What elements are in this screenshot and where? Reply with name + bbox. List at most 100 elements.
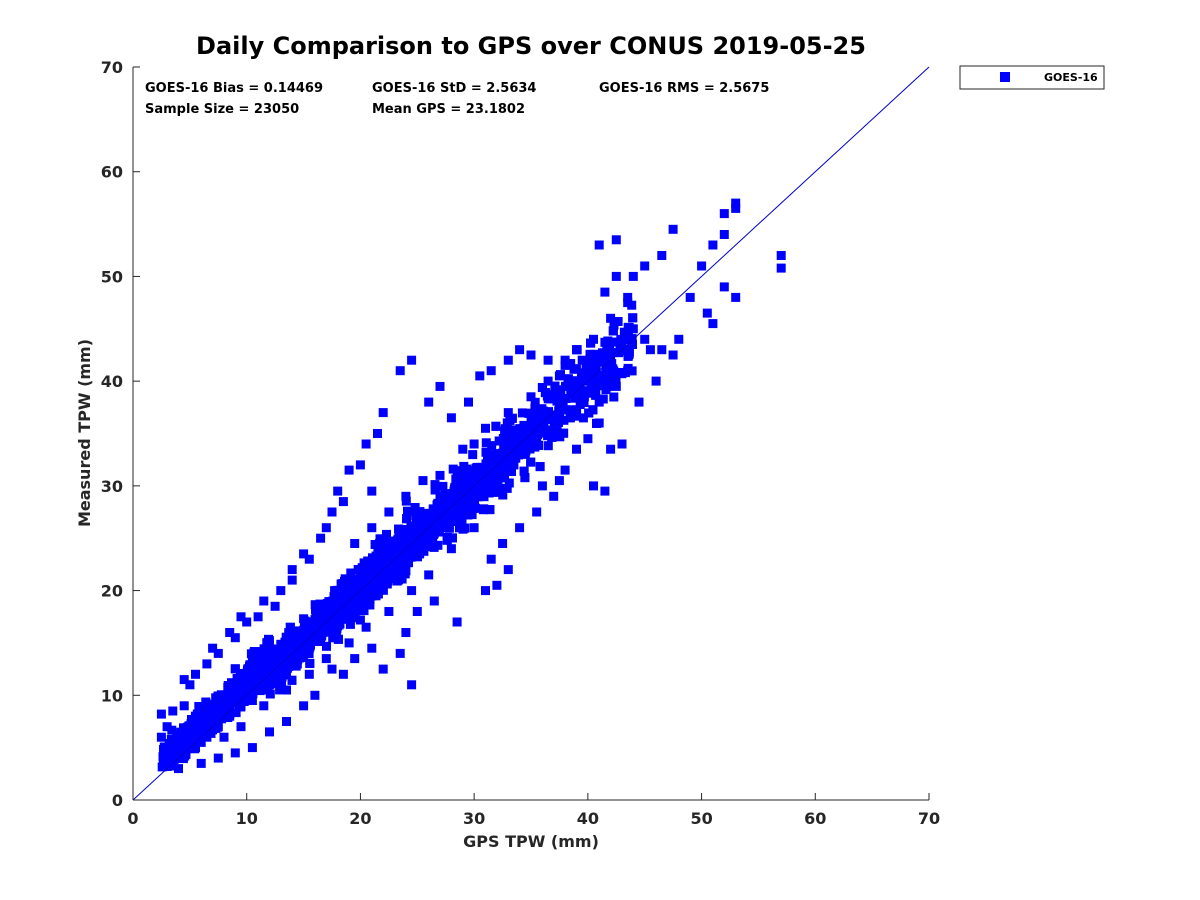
data-point [355, 615, 365, 625]
data-point [367, 523, 377, 533]
data-point [486, 366, 496, 376]
data-point [459, 461, 469, 471]
data-point [558, 402, 568, 412]
data-point [608, 326, 618, 336]
data-point [481, 423, 490, 433]
data-point [162, 722, 172, 732]
data-point [172, 744, 182, 754]
x-axis-ticks: 0 10 20 30 40 50 60 70 [127, 793, 940, 828]
data-point [332, 592, 342, 602]
data-point [674, 334, 684, 344]
data-point [434, 516, 444, 526]
data-point [264, 637, 274, 647]
data-point [406, 521, 416, 531]
data-point [530, 397, 540, 407]
data-point [491, 482, 501, 492]
data-point [394, 524, 404, 534]
data-point [511, 429, 521, 439]
data-point [526, 392, 536, 402]
data-point [185, 680, 195, 690]
data-point [373, 589, 383, 599]
data-point [453, 493, 463, 503]
data-point [515, 345, 525, 355]
data-point [697, 261, 707, 271]
data-point [384, 607, 394, 616]
data-point [387, 540, 397, 550]
data-point [350, 580, 360, 590]
data-point [507, 452, 516, 462]
data-point [407, 680, 417, 690]
data-point [527, 418, 537, 428]
data-point [456, 480, 466, 490]
data-point [307, 618, 317, 628]
data-point [314, 631, 324, 641]
data-point [394, 551, 404, 561]
data-point [594, 356, 604, 366]
data-point [430, 485, 440, 495]
data-point [287, 565, 297, 575]
data-point [556, 370, 565, 380]
data-point [537, 383, 547, 392]
data-point [620, 368, 630, 378]
data-point [484, 464, 494, 474]
data-point [301, 629, 310, 638]
data-point [524, 408, 534, 418]
data-point [363, 559, 373, 569]
data-point [776, 263, 786, 273]
data-point [393, 534, 403, 544]
data-point [513, 443, 522, 453]
data-point [554, 476, 564, 486]
data-point [255, 663, 265, 673]
data-point [407, 530, 417, 540]
data-point [442, 535, 452, 545]
y-tick-label: 30 [101, 477, 123, 496]
data-point [167, 725, 177, 735]
data-point [448, 464, 458, 474]
data-point [377, 580, 387, 590]
data-point [471, 480, 481, 490]
data-point [481, 447, 491, 457]
data-point [555, 407, 565, 417]
x-tick-label: 50 [690, 809, 712, 828]
data-point [468, 493, 478, 503]
data-point [407, 586, 417, 596]
data-point [627, 300, 637, 310]
data-point [384, 507, 394, 517]
data-point [566, 359, 576, 369]
data-point [387, 560, 397, 570]
data-point [387, 564, 397, 574]
data-point [166, 757, 176, 767]
data-point [623, 322, 633, 332]
data-point [540, 388, 550, 398]
data-point [375, 569, 385, 579]
y-tick-label: 0 [112, 791, 123, 810]
data-point [394, 575, 403, 585]
data-point [236, 722, 246, 732]
data-point [363, 597, 373, 607]
data-point [599, 370, 609, 380]
data-point [326, 601, 335, 611]
data-point [536, 418, 546, 428]
data-point [623, 292, 633, 302]
data-point [345, 619, 355, 629]
data-point [179, 723, 188, 733]
data-point [623, 328, 633, 338]
data-point [375, 555, 385, 565]
data-point [276, 586, 286, 596]
data-point [364, 585, 374, 595]
data-point [423, 515, 433, 525]
data-point [231, 687, 240, 697]
stat-bias: GOES-16 Bias = 0.14469 [145, 81, 323, 96]
data-point [611, 235, 621, 245]
data-point [343, 587, 353, 597]
data-point [156, 732, 166, 742]
data-point [428, 512, 438, 522]
data-point [606, 444, 616, 454]
data-point [526, 350, 536, 360]
data-point [213, 753, 223, 763]
data-point [640, 334, 650, 344]
data-point [373, 546, 383, 556]
data-point [502, 428, 512, 438]
data-point [435, 470, 445, 480]
data-point [202, 659, 212, 669]
